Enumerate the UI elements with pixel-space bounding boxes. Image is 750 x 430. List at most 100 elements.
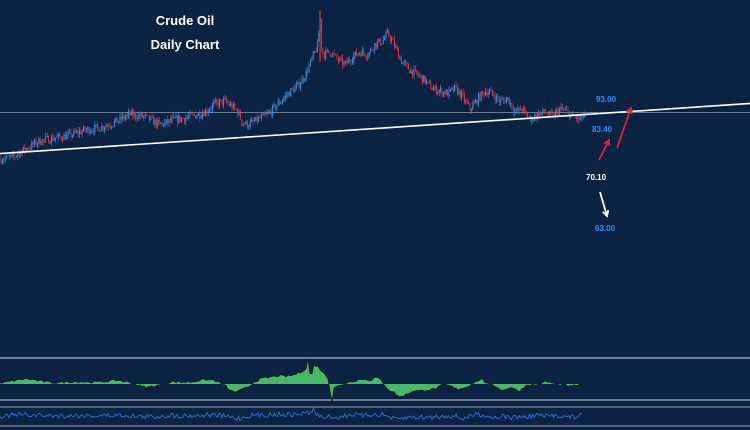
candle-body — [113, 121, 115, 126]
candle-body — [343, 62, 345, 66]
candle-body — [225, 98, 227, 102]
candle-body — [104, 128, 106, 130]
candle-body — [196, 115, 198, 119]
candle-body — [168, 119, 170, 124]
candle-body — [42, 138, 44, 144]
candle-body — [29, 148, 31, 150]
candle-body — [174, 116, 176, 118]
candle-body — [164, 122, 166, 126]
target-label-63: 63.00 — [595, 224, 616, 233]
candle-body — [328, 49, 330, 53]
candle-body — [314, 51, 316, 53]
candle-body — [62, 139, 64, 141]
candle-body — [511, 103, 513, 109]
candle-body — [63, 134, 65, 141]
candle-body — [353, 55, 355, 61]
candle-body — [175, 115, 177, 118]
candle-body — [90, 131, 92, 134]
candle-body — [185, 118, 187, 122]
candle-body — [550, 111, 552, 114]
candle-body — [445, 90, 447, 95]
support-label-7010: 70.10 — [586, 173, 607, 182]
candle-body — [53, 139, 55, 141]
candle-body — [384, 37, 386, 40]
candle-body — [333, 53, 335, 55]
candle-body — [402, 62, 404, 64]
candle-body — [476, 99, 478, 105]
candle-body — [235, 108, 237, 110]
candle-body — [501, 98, 503, 100]
candle-body — [455, 84, 457, 87]
candle-body — [202, 113, 204, 117]
candle-body — [242, 123, 244, 125]
candle-body — [430, 82, 432, 90]
trendline — [0, 102, 750, 155]
candle-body — [84, 126, 86, 131]
candle-body — [15, 156, 17, 157]
candle-body — [454, 84, 456, 91]
candle-body — [584, 114, 586, 118]
candle-body — [375, 42, 377, 47]
price-panel — [0, 10, 750, 218]
candle-body — [120, 116, 122, 120]
candle-body — [526, 113, 528, 118]
candle-body — [326, 49, 328, 51]
candle-body — [283, 97, 285, 101]
candle-body — [153, 117, 155, 125]
candle-body — [298, 82, 300, 88]
candle-body — [137, 114, 139, 119]
candle-body — [192, 114, 194, 115]
candle-body — [483, 92, 485, 95]
candle-body — [273, 104, 275, 106]
candle-body — [378, 38, 380, 42]
candle-body — [391, 39, 393, 41]
candle-body — [557, 109, 559, 115]
candle-body — [552, 113, 554, 115]
histogram-area — [0, 358, 582, 402]
candle-body — [524, 107, 526, 111]
candle-body — [213, 102, 215, 105]
target-label-8340: 83.40 — [592, 125, 613, 134]
target-label-93: 93.00 — [596, 95, 617, 104]
candle-body — [148, 115, 150, 121]
candle-body — [413, 68, 415, 76]
candle-body — [126, 114, 128, 117]
candle-body — [329, 52, 331, 56]
candle-body — [34, 140, 36, 145]
candle-body — [45, 136, 47, 140]
candle-body — [217, 101, 219, 107]
candle-body — [246, 121, 248, 128]
candle-body — [351, 60, 353, 63]
candle-body — [151, 116, 153, 118]
candle-body — [255, 116, 257, 121]
candle-body — [146, 114, 148, 116]
candle-body — [60, 136, 62, 140]
candle-body — [73, 130, 75, 136]
candle-body — [209, 109, 211, 112]
candle-body — [442, 91, 444, 96]
candle-body — [377, 41, 379, 47]
candle-body — [325, 49, 327, 58]
candle-body — [118, 121, 120, 123]
candle-body — [244, 123, 246, 125]
candle-body — [414, 68, 416, 70]
candle-body — [503, 98, 505, 100]
candle-body — [80, 130, 82, 135]
candle-body — [477, 94, 479, 105]
candle-body — [309, 59, 311, 66]
candle-body — [482, 91, 484, 93]
candle-body — [514, 111, 516, 113]
candle-body — [43, 138, 45, 140]
candle-body — [245, 121, 247, 125]
candle-body — [395, 46, 397, 48]
candle-body — [504, 99, 506, 103]
histogram-signal-line — [0, 358, 583, 402]
candle-body — [437, 92, 439, 94]
candle-body — [74, 130, 76, 133]
candle-body — [489, 90, 491, 94]
candle-body — [10, 155, 12, 157]
candle-body — [265, 114, 267, 115]
candle-body — [41, 143, 43, 145]
candle-body — [22, 146, 24, 151]
